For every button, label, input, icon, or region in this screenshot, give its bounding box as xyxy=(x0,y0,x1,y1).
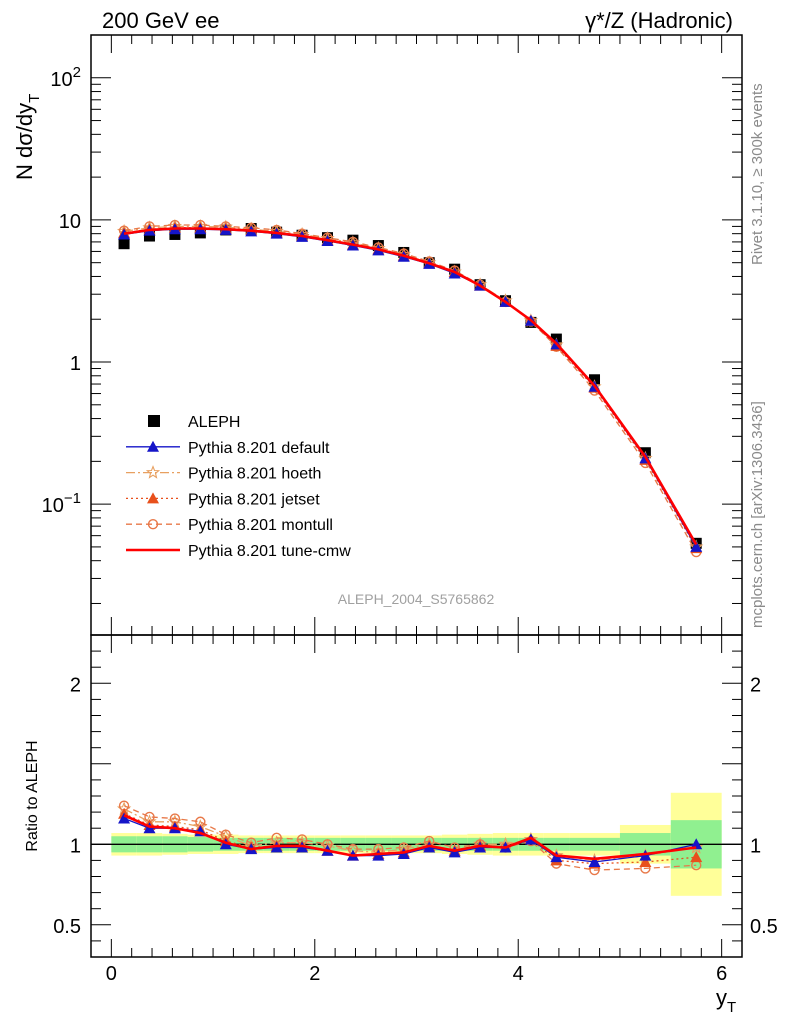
x-tick-label: 2 xyxy=(309,963,320,985)
legend-marker-default xyxy=(147,440,159,452)
main-y-tick-label: 1 xyxy=(70,353,81,375)
legend-marker-jetset xyxy=(147,492,159,504)
ratio-y-tick-label-right: 1 xyxy=(750,835,761,857)
main-y-tick-base: 1 xyxy=(70,353,81,375)
legend-marker-montull xyxy=(147,519,159,530)
main-y-axis-label-text: N dσ/dy xyxy=(12,103,37,180)
ratio-point-default xyxy=(690,838,703,850)
main-y-tick-exponent: −1 xyxy=(64,490,81,507)
legend: ALEPH Pythia 8.201 default Pythia 8.201 ho… xyxy=(126,414,351,560)
ratio-y-tick-label: 1 xyxy=(70,835,81,857)
main-y-tick-base: 10 xyxy=(59,211,81,233)
rivet-version-label: Rivet 3.1.10, ≥ 300k events xyxy=(749,83,766,265)
main-series-tunecmw xyxy=(123,227,698,546)
mcplots-reference-label: mcplots.cern.ch [arXiv:1306.3436] xyxy=(749,401,766,628)
legend-entry-tunecmw: Pythia 8.201 tune-cmw xyxy=(126,543,351,560)
ratio-y-ticks: 2 2 1 1 0.5 0.5 xyxy=(53,650,778,942)
x-tick-label: 0 xyxy=(106,963,117,985)
main-point-data xyxy=(143,230,155,242)
x-axis-label: yT xyxy=(716,985,736,1016)
main-y-tick-label: 102 xyxy=(50,64,81,91)
ratio-y-tick-label-right: 2 xyxy=(750,674,761,696)
legend-entry-hoeth: Pythia 8.201 hoeth xyxy=(126,465,321,483)
main-point-default xyxy=(690,540,703,552)
ratio-point-jetset xyxy=(639,856,652,868)
main-y-tick-base: 10 xyxy=(50,69,72,91)
ratio-y-tick-label: 0.5 xyxy=(53,916,81,938)
legend-marker-hoeth xyxy=(145,465,161,479)
legend-entry-montull: Pythia 8.201 montull xyxy=(126,517,333,534)
legend-entry-data: ALEPH xyxy=(148,414,240,431)
main-y-axis-label-subscript: T xyxy=(26,94,43,103)
ratio-y-axis-label: Ratio to ALEPH xyxy=(24,740,41,851)
ratio-point-default xyxy=(118,812,131,824)
main-point-default xyxy=(118,228,131,240)
right-title: γ*/Z (Hadronic) xyxy=(585,8,733,33)
x-tick-label: 6 xyxy=(716,963,727,985)
x-tick-label: 4 xyxy=(513,963,524,985)
ratio-y-tick-label-right: 0.5 xyxy=(750,916,778,938)
legend-label-tunecmw: Pythia 8.201 tune-cmw xyxy=(188,543,351,560)
ratio-point-jetset xyxy=(690,851,703,863)
main-point-data xyxy=(118,238,130,250)
ratio-line-tunecmw xyxy=(123,814,697,861)
left-title: 200 GeV ee xyxy=(102,8,219,33)
x-ticks: 0 2 4 6 xyxy=(106,35,727,985)
legend-marker-data xyxy=(148,415,160,427)
legend-entry-jetset: Pythia 8.201 jetset xyxy=(126,491,320,508)
ratio-plot-area xyxy=(91,792,742,896)
main-y-tick-exponent: 2 xyxy=(73,64,81,81)
main-y-tick-label: 10 xyxy=(59,211,81,233)
ratio-series-tunecmw xyxy=(123,814,697,861)
main-y-tick-label: 10−1 xyxy=(42,490,81,517)
main-plot-area xyxy=(116,218,704,558)
analysis-watermark: ALEPH_2004_S5765862 xyxy=(338,591,495,607)
legend-label-hoeth: Pythia 8.201 hoeth xyxy=(188,466,321,483)
main-line-tunecmw xyxy=(123,227,698,546)
legend-label-data: ALEPH xyxy=(188,414,240,431)
legend-label-jetset: Pythia 8.201 jetset xyxy=(188,491,320,508)
x-axis-label-subscript: T xyxy=(727,999,736,1016)
ratio-panel-frame xyxy=(90,634,743,958)
main-point-data xyxy=(169,228,181,240)
legend-label-montull: Pythia 8.201 montull xyxy=(188,517,333,534)
legend-label-default: Pythia 8.201 default xyxy=(188,440,330,457)
ratio-point-default xyxy=(588,856,601,868)
main-y-tick-base: 10 xyxy=(42,495,64,517)
x-axis-label-text: y xyxy=(716,985,727,1010)
legend-entry-default: Pythia 8.201 default xyxy=(126,440,330,457)
main-y-axis-label: N dσ/dyT xyxy=(12,94,43,180)
ratio-y-tick-label: 2 xyxy=(70,674,81,696)
